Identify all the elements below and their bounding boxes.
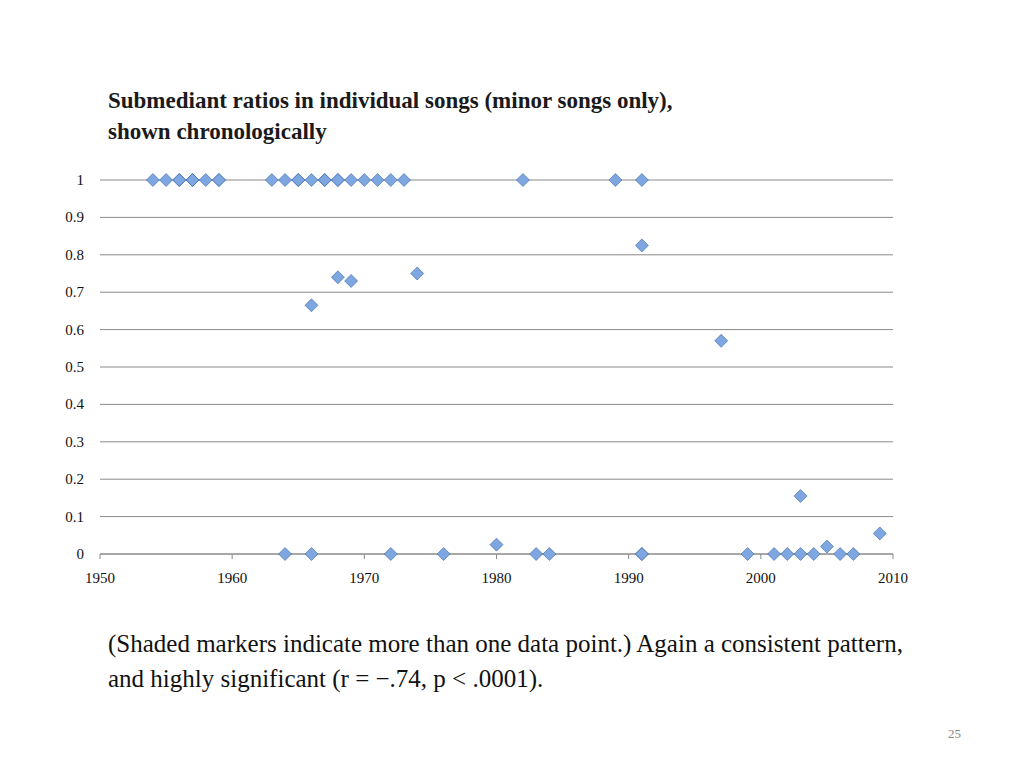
point xyxy=(212,174,225,187)
point xyxy=(371,174,384,187)
y-tick-label: 1 xyxy=(77,172,85,188)
point xyxy=(437,548,450,561)
grid-line xyxy=(100,516,893,517)
grid-line xyxy=(100,329,893,330)
point xyxy=(820,540,833,553)
point xyxy=(847,548,860,561)
x-tick-label: 1960 xyxy=(217,570,247,586)
point xyxy=(199,174,212,187)
point xyxy=(331,271,344,284)
chart: Submediant ratios in individual songs (m… xyxy=(0,0,1024,768)
x-tick-label: 2000 xyxy=(746,570,776,586)
point xyxy=(794,548,807,561)
grid-line xyxy=(100,404,893,405)
y-tick-label: 0 xyxy=(77,546,85,562)
caption-line: and highly significant (r = −.74, p < .0… xyxy=(108,665,543,693)
point xyxy=(160,174,173,187)
y-tick-label: 0.6 xyxy=(65,322,84,338)
x-tick xyxy=(893,554,894,559)
point xyxy=(781,548,794,561)
x-tick-label: 1950 xyxy=(85,570,115,586)
point xyxy=(715,334,728,347)
page-number: 25 xyxy=(948,726,961,741)
title: Submediant ratios in individual songs (m… xyxy=(108,88,673,144)
x-tick xyxy=(364,554,365,559)
point xyxy=(384,548,397,561)
point xyxy=(173,174,186,187)
x-tick xyxy=(628,554,629,559)
x-tick-label: 1980 xyxy=(482,570,512,586)
point xyxy=(807,548,820,561)
point xyxy=(305,548,318,561)
point xyxy=(305,299,318,312)
y-tick-label: 0.7 xyxy=(65,284,84,300)
y-tick-label: 0.3 xyxy=(65,434,84,450)
point xyxy=(635,239,648,252)
title-line: Submediant ratios in individual songs (m… xyxy=(108,88,673,113)
point xyxy=(384,174,397,187)
point xyxy=(331,174,344,187)
point xyxy=(794,490,807,503)
point xyxy=(635,174,648,187)
point xyxy=(358,174,371,187)
caption-line: (Shaded markers indicate more than one d… xyxy=(108,630,903,658)
grid-line xyxy=(100,292,893,293)
point xyxy=(186,174,199,187)
point xyxy=(635,548,648,561)
point xyxy=(516,174,529,187)
y-tick-label: 0.8 xyxy=(65,247,84,263)
y-tick-label: 0.2 xyxy=(65,471,84,487)
point xyxy=(741,548,754,561)
point xyxy=(173,174,186,187)
point xyxy=(543,548,556,561)
point xyxy=(279,174,292,187)
caption: (Shaded markers indicate more than one d… xyxy=(108,630,903,693)
point xyxy=(186,174,199,187)
x-tick-label: 1990 xyxy=(614,570,644,586)
x-tick xyxy=(760,554,761,559)
y-tick-label: 0.9 xyxy=(65,209,84,225)
point xyxy=(530,548,543,561)
x-tick-label: 1970 xyxy=(349,570,379,586)
point xyxy=(609,174,622,187)
point xyxy=(490,538,503,551)
point xyxy=(411,267,424,280)
grid-line xyxy=(100,367,893,368)
point xyxy=(265,174,278,187)
points xyxy=(146,174,886,561)
grid-line xyxy=(100,479,893,480)
point xyxy=(873,527,886,540)
point xyxy=(279,548,292,561)
point xyxy=(318,174,331,187)
grid-line xyxy=(100,254,893,255)
point xyxy=(768,548,781,561)
x-tick xyxy=(496,554,497,559)
point xyxy=(305,174,318,187)
point xyxy=(397,174,410,187)
point xyxy=(318,174,331,187)
grid-line xyxy=(100,217,893,218)
y-tick-label: 0.1 xyxy=(65,509,84,525)
x-tick xyxy=(100,554,101,559)
x-tick-label: 2010 xyxy=(878,570,908,586)
point xyxy=(345,274,358,287)
point xyxy=(331,174,344,187)
y-tick-label: 0.4 xyxy=(65,396,84,412)
background xyxy=(0,0,1024,768)
point xyxy=(292,174,305,187)
point xyxy=(146,174,159,187)
point xyxy=(345,174,358,187)
grid-line xyxy=(100,441,893,442)
title-line: shown chronologically xyxy=(108,119,327,144)
point xyxy=(834,548,847,561)
y-tick-label: 0.5 xyxy=(65,359,84,375)
point xyxy=(212,174,225,187)
point xyxy=(635,548,648,561)
point xyxy=(292,174,305,187)
x-tick xyxy=(232,554,233,559)
